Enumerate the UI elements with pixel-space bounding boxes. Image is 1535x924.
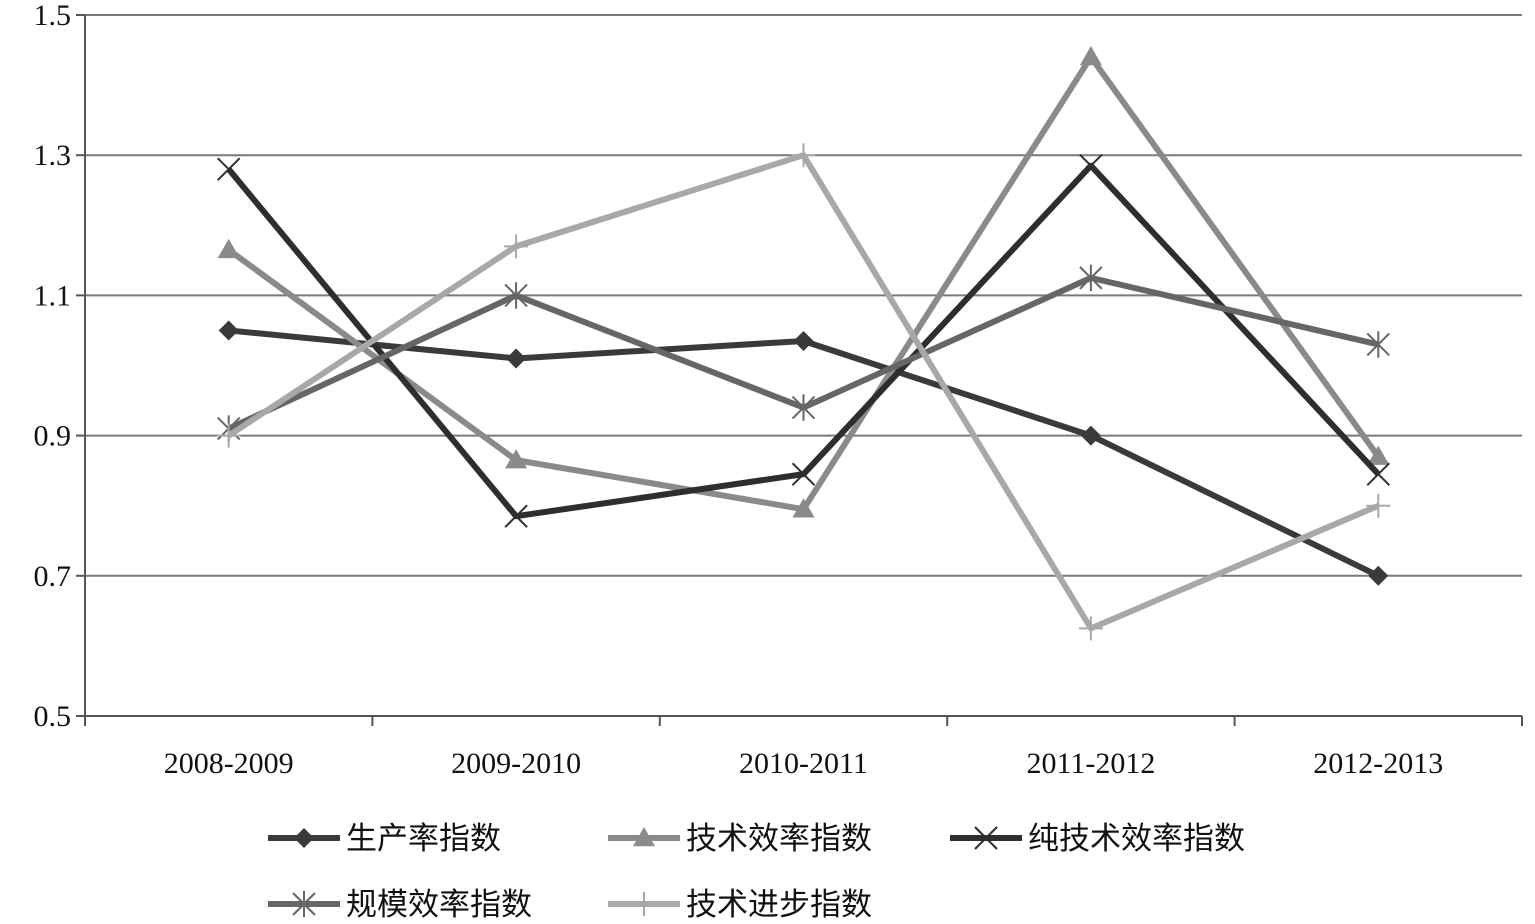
series-line xyxy=(226,54,1381,513)
legend-item: 生产率指数 xyxy=(268,821,501,857)
y-tick-labels: 0.5 0.7 0.9 1.1 1.3 1.5 xyxy=(34,0,72,733)
x-tick-label: 2008-2009 xyxy=(164,747,294,780)
gridlines xyxy=(85,14,1522,577)
data-point-diamond xyxy=(294,828,314,848)
axes xyxy=(76,14,1523,726)
x-tick-label: 2009-2010 xyxy=(451,747,581,780)
data-point-triangle xyxy=(505,449,528,469)
data-point-x xyxy=(1366,462,1391,486)
data-point-diamond xyxy=(506,348,527,369)
data-point-asterisk xyxy=(1366,331,1391,358)
series-4 xyxy=(216,264,1391,442)
x-tick-label: 2012-2013 xyxy=(1313,747,1443,780)
legend-label: 技术效率指数 xyxy=(686,821,872,857)
data-point-x xyxy=(791,462,816,486)
legend-label: 纯技术效率指数 xyxy=(1028,821,1245,857)
x-tick-label: 2011-2012 xyxy=(1026,747,1155,780)
series-1 xyxy=(218,320,1389,586)
y-tick-label: 1.1 xyxy=(34,279,72,312)
data-point-asterisk xyxy=(791,394,816,421)
data-point-x xyxy=(1079,154,1103,178)
data-point-asterisk xyxy=(292,890,316,918)
legend-item: 技术进步指数 xyxy=(608,887,872,923)
legend-label: 规模效率指数 xyxy=(346,887,532,923)
legend-item: 规模效率指数 xyxy=(268,887,532,923)
data-point-triangle xyxy=(217,238,240,259)
data-point-plus xyxy=(791,143,816,168)
data-point-triangle xyxy=(1079,46,1102,66)
series-group xyxy=(216,46,1391,641)
data-point-plus xyxy=(216,423,241,448)
data-point-asterisk xyxy=(504,282,528,309)
data-point-x xyxy=(974,826,998,850)
data-point-asterisk xyxy=(1079,264,1103,292)
legend-label: 生产率指数 xyxy=(346,821,501,857)
data-point-diamond xyxy=(1368,565,1389,586)
data-point-diamond xyxy=(793,330,814,351)
x-tick-label: 2010-2011 xyxy=(739,747,868,780)
series-line xyxy=(227,152,1380,632)
x-tick-labels: 2008-2009 2009-2010 2010-2011 2011-2012 2012… xyxy=(164,747,1444,780)
series-2 xyxy=(217,46,1390,518)
data-point-x xyxy=(504,504,528,528)
data-point-plus xyxy=(504,234,529,259)
series-5 xyxy=(216,143,1391,641)
data-point-triangle xyxy=(633,827,655,847)
series-line xyxy=(228,327,1380,579)
y-tick-label: 1.5 xyxy=(34,0,72,32)
data-point-plus xyxy=(1366,493,1391,518)
legend-item: 技术效率指数 xyxy=(608,821,872,857)
y-tick-label: 0.9 xyxy=(34,420,72,453)
data-point-diamond xyxy=(1080,425,1101,446)
y-tick-label: 0.7 xyxy=(34,560,72,593)
y-tick-label: 1.3 xyxy=(34,139,72,172)
data-point-diamond xyxy=(218,320,239,341)
series-3 xyxy=(216,154,1391,528)
legend-item: 纯技术效率指数 xyxy=(950,821,1245,857)
data-point-plus xyxy=(1078,616,1103,641)
legend-label: 技术进步指数 xyxy=(686,887,872,923)
data-point-x xyxy=(216,157,241,181)
data-point-triangle xyxy=(1367,445,1390,465)
data-point-triangle xyxy=(792,498,815,518)
y-tick-label: 0.5 xyxy=(34,700,72,733)
data-point-plus xyxy=(632,892,656,916)
